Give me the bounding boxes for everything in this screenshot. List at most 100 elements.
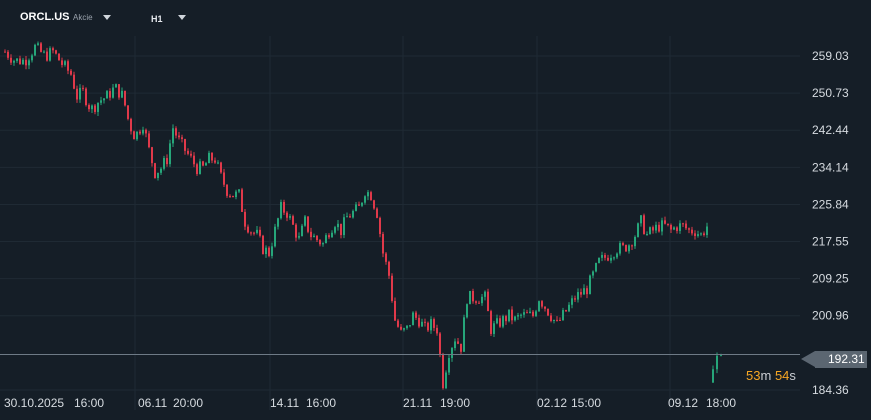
- candle-body: [196, 164, 198, 174]
- time-axis-time: 16:00: [306, 396, 336, 410]
- time-axis-date: 21.11: [403, 396, 432, 410]
- candle-body: [67, 61, 69, 71]
- time-axis-time: 19:00: [440, 396, 470, 410]
- candle-body: [118, 84, 120, 98]
- time-axis-date: 30.10.2025: [4, 396, 64, 410]
- candle-body: [424, 321, 426, 323]
- candle-body: [640, 215, 642, 224]
- candle-body: [631, 245, 633, 247]
- candle-body: [286, 212, 288, 218]
- candle-body: [154, 163, 156, 179]
- candle-body: [70, 70, 72, 75]
- candle-body: [175, 128, 177, 136]
- candle-body: [580, 292, 582, 295]
- candle-body: [55, 50, 57, 54]
- chart-grid: [0, 36, 800, 410]
- candle-body: [484, 291, 486, 297]
- countdown-seconds-unit: s: [789, 368, 796, 383]
- candle-body: [526, 312, 528, 314]
- candle-body: [595, 262, 597, 272]
- candle-body: [97, 102, 99, 112]
- candle-body: [373, 200, 375, 209]
- symbol-label[interactable]: ORCL.US: [20, 11, 70, 23]
- candle-body: [61, 60, 63, 65]
- candle-body: [223, 172, 225, 185]
- candle-body: [82, 87, 84, 89]
- symbol-dropdown-icon[interactable]: [103, 15, 111, 20]
- candle-body: [616, 253, 618, 258]
- candle-body: [460, 343, 462, 352]
- candle-body: [169, 143, 171, 165]
- candle-body: [127, 105, 129, 119]
- candle-body: [529, 311, 531, 314]
- candle-body: [685, 223, 687, 229]
- candle-body: [316, 235, 318, 241]
- candle-body: [409, 325, 411, 327]
- candle-body: [289, 216, 291, 218]
- candle-body: [16, 58, 18, 61]
- candle-body: [355, 204, 357, 211]
- candle-body: [706, 226, 708, 235]
- candle-body: [25, 59, 27, 66]
- price-axis-label: 242.44: [812, 123, 849, 137]
- candle-body: [133, 131, 135, 140]
- candle-body: [610, 257, 612, 261]
- candle-body: [487, 291, 489, 312]
- time-axis-date: 14.11: [270, 396, 299, 410]
- price-axis-label: 217.55: [812, 235, 849, 249]
- candle-body: [52, 48, 54, 51]
- timeframe-dropdown-icon[interactable]: [178, 15, 186, 20]
- candle-body: [136, 131, 138, 140]
- candle-body: [178, 135, 180, 138]
- candle-body: [268, 247, 270, 256]
- candle-body: [211, 152, 213, 161]
- price-tag-pointer: [801, 351, 815, 367]
- candle-body: [574, 298, 576, 300]
- time-axis-time: 15:00: [571, 396, 601, 410]
- candle-body: [673, 227, 675, 230]
- candle-body: [601, 255, 603, 258]
- candle-body: [397, 320, 399, 327]
- candle-body: [331, 232, 333, 238]
- candle-body: [247, 226, 249, 233]
- candle-body: [343, 217, 345, 236]
- candle-body: [547, 308, 549, 316]
- candle-body: [493, 323, 495, 334]
- candle-body: [361, 202, 363, 206]
- candle-body: [649, 227, 651, 234]
- candle-body: [214, 160, 216, 163]
- candle-body: [553, 319, 555, 322]
- candle-body: [199, 161, 201, 174]
- candle-body: [556, 319, 558, 321]
- candle-body: [667, 223, 669, 225]
- candle-body: [205, 163, 207, 166]
- candle-body: [622, 243, 624, 245]
- time-axis-time: 16:00: [74, 396, 104, 410]
- candle-body: [193, 155, 195, 165]
- candle-body: [520, 314, 522, 316]
- candle-body: [298, 236, 300, 238]
- candle-body: [508, 309, 510, 322]
- candle-body: [124, 90, 126, 106]
- candle-body: [550, 315, 552, 322]
- candle-countdown: 53m 54s: [746, 368, 796, 383]
- candle-body: [619, 243, 621, 254]
- candle-body: [469, 290, 471, 305]
- current-price-tag: 192.31: [815, 351, 867, 368]
- candle-body: [562, 310, 564, 321]
- candle-body: [379, 217, 381, 234]
- candle-body: [34, 44, 36, 56]
- candle-body: [418, 317, 420, 327]
- candle-body: [535, 311, 537, 316]
- candle-body: [19, 58, 21, 65]
- candle-body: [646, 233, 648, 235]
- candle-body: [496, 318, 498, 324]
- instrument-type-label: Akcie: [73, 13, 93, 22]
- candle-body: [13, 60, 15, 63]
- candle-body: [73, 74, 75, 89]
- candle-body: [334, 227, 336, 233]
- candle-body: [121, 90, 123, 98]
- timeframe-label[interactable]: H1: [151, 14, 163, 24]
- candle-body: [430, 319, 432, 331]
